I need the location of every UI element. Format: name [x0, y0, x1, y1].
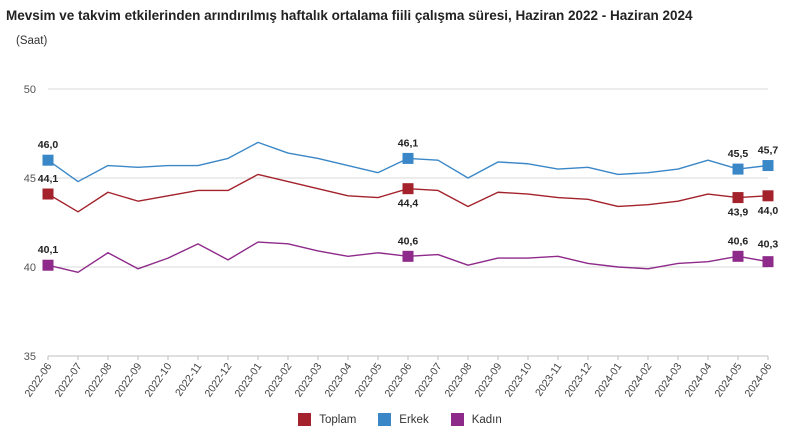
data-point-marker: [762, 160, 774, 172]
data-point-marker: [402, 250, 414, 262]
legend-item-kadın: Kadın: [450, 413, 502, 426]
legend-label: Toplam: [319, 413, 357, 426]
legend-swatch: [450, 413, 464, 426]
x-tick-label: 2022-09: [113, 361, 145, 400]
legend-item-erkek: Erkek: [378, 413, 429, 426]
data-label: 45,5: [728, 148, 749, 160]
series-group: [42, 141, 774, 274]
data-label: 46,1: [398, 137, 419, 149]
x-tick-label: 2024-03: [653, 361, 685, 400]
x-tick-label: 2022-11: [173, 361, 205, 399]
y-tick-label: 40: [24, 262, 36, 274]
legend-swatch: [378, 413, 392, 426]
x-tick-label: 2023-12: [563, 361, 595, 400]
data-label: 40,6: [728, 235, 749, 247]
data-labels: 44,1 44,4 43,9 44,0 46,0 46,1 45,5 45,7 40,1 40,6…: [38, 137, 779, 256]
data-point-marker: [42, 154, 54, 166]
data-label: 40,3: [758, 239, 779, 251]
y-tick-label: 50: [24, 84, 36, 96]
x-tick-label: 2024-05: [713, 361, 745, 400]
x-tick-label: 2023-04: [323, 361, 355, 400]
x-tick-label: 2022-10: [143, 361, 175, 400]
x-axis: 2022-062022-072022-082022-092022-102022-…: [23, 356, 775, 399]
x-tick-label: 2024-04: [683, 361, 715, 400]
data-label: 44,0: [758, 205, 779, 217]
x-tick-label: 2022-12: [203, 361, 235, 400]
legend: Toplam Erkek Kadın: [0, 413, 800, 426]
data-point-marker: [42, 188, 54, 200]
grid-lines: [48, 88, 768, 357]
data-label: 46,0: [38, 139, 59, 151]
chart-title: Mevsim ve takvim etkilerinden arındırılm…: [6, 8, 693, 23]
x-tick-label: 2023-01: [233, 361, 265, 400]
x-tick-label: 2022-06: [23, 361, 55, 400]
data-label: 40,6: [398, 235, 419, 247]
x-tick-label: 2023-09: [473, 361, 505, 400]
x-tick-label: 2024-02: [623, 361, 655, 400]
legend-label: Kadın: [471, 413, 502, 426]
data-label: 44,4: [398, 198, 419, 210]
data-point-marker: [732, 163, 744, 175]
x-tick-label: 2023-08: [443, 361, 475, 400]
chart-subtitle: (Saat): [16, 35, 48, 47]
x-tick-label: 2023-03: [293, 361, 325, 400]
x-tick-label: 2023-05: [353, 361, 385, 400]
x-tick-label: 2022-07: [53, 361, 85, 400]
x-tick-label: 2023-11: [533, 361, 565, 399]
x-tick-label: 2024-01: [593, 361, 625, 400]
legend-item-toplam: Toplam: [298, 413, 356, 426]
legend-label: Erkek: [399, 413, 429, 426]
y-axis: 35 40 45 50: [24, 84, 36, 363]
x-tick-label: 2024-06: [743, 361, 775, 400]
data-label: 45,7: [758, 145, 779, 157]
data-point-marker: [732, 192, 744, 204]
data-point-marker: [402, 152, 414, 164]
x-tick-label: 2023-07: [413, 361, 445, 400]
y-tick-label: 35: [24, 351, 36, 363]
data-point-marker: [762, 256, 774, 268]
data-point-marker: [402, 183, 414, 195]
data-label: 40,1: [38, 244, 59, 256]
x-tick-label: 2023-02: [263, 361, 295, 400]
x-tick-label: 2022-08: [83, 361, 115, 400]
y-tick-label: 45: [24, 173, 36, 185]
legend-swatch: [298, 413, 312, 426]
data-label: 43,9: [728, 207, 749, 219]
x-tick-label: 2023-10: [503, 361, 535, 400]
data-point-marker: [42, 259, 54, 271]
x-tick-label: 2023-06: [383, 361, 415, 400]
data-point-marker: [732, 250, 744, 262]
data-label: 44,1: [38, 173, 59, 185]
data-point-marker: [762, 190, 774, 202]
